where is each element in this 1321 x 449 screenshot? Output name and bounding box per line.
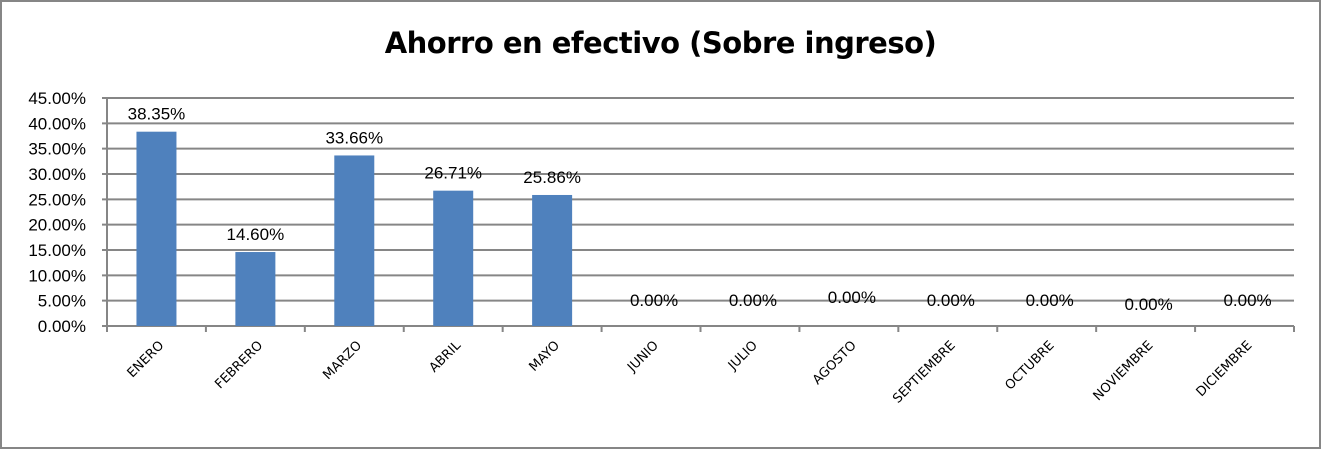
chart-title: Ahorro en efectivo (Sobre ingreso) [384, 26, 937, 60]
y-tick-label: 5.00% [38, 292, 86, 311]
x-category-label: JUNIO [624, 338, 662, 376]
y-tick-label: 40.00% [28, 114, 86, 133]
bar [235, 252, 276, 326]
data-label: 0.00% [927, 291, 975, 310]
data-label: 38.35% [128, 105, 186, 124]
data-label: 0.00% [630, 291, 678, 310]
data-label: 0.00% [1125, 295, 1173, 314]
x-category-label: ABRIL [427, 338, 465, 376]
x-category-label: AGOSTO [810, 338, 860, 388]
bar [334, 155, 375, 326]
y-tick-label: 30.00% [28, 165, 86, 184]
y-tick-label: 45.00% [28, 89, 86, 108]
bar [433, 190, 474, 326]
data-label: 0.00% [1026, 291, 1074, 310]
x-category-label: MAYO [526, 338, 562, 374]
data-label: 14.60% [227, 225, 285, 244]
x-category-label: ENERO [125, 338, 168, 381]
y-tick-label: 20.00% [28, 216, 86, 235]
y-tick-label: 35.00% [28, 140, 86, 159]
data-label: 26.71% [424, 164, 482, 183]
data-label: 0.00% [729, 291, 777, 310]
y-tick-label: 15.00% [28, 241, 86, 260]
y-tick-label: 10.00% [28, 266, 86, 285]
data-label: 0.00% [1223, 291, 1271, 310]
data-label: 0.00% [828, 288, 876, 307]
data-label: 33.66% [325, 128, 383, 147]
x-category-label: JULIO [725, 338, 761, 374]
x-category-label: DICIEMBRE [1194, 338, 1256, 400]
x-category-label: FEBRERO [212, 338, 266, 392]
bar [532, 194, 573, 326]
y-tick-label: 25.00% [28, 190, 86, 209]
x-category-label: SEPTIEMBRE [890, 338, 958, 406]
x-category-label: MARZO [320, 338, 365, 383]
x-category-label: NOVIEMBRE [1091, 338, 1157, 404]
bar [136, 131, 177, 326]
x-category-label: OCTUBRE [1002, 338, 1057, 393]
y-tick-label: 0.00% [38, 317, 86, 336]
data-label: 25.86% [523, 168, 581, 187]
